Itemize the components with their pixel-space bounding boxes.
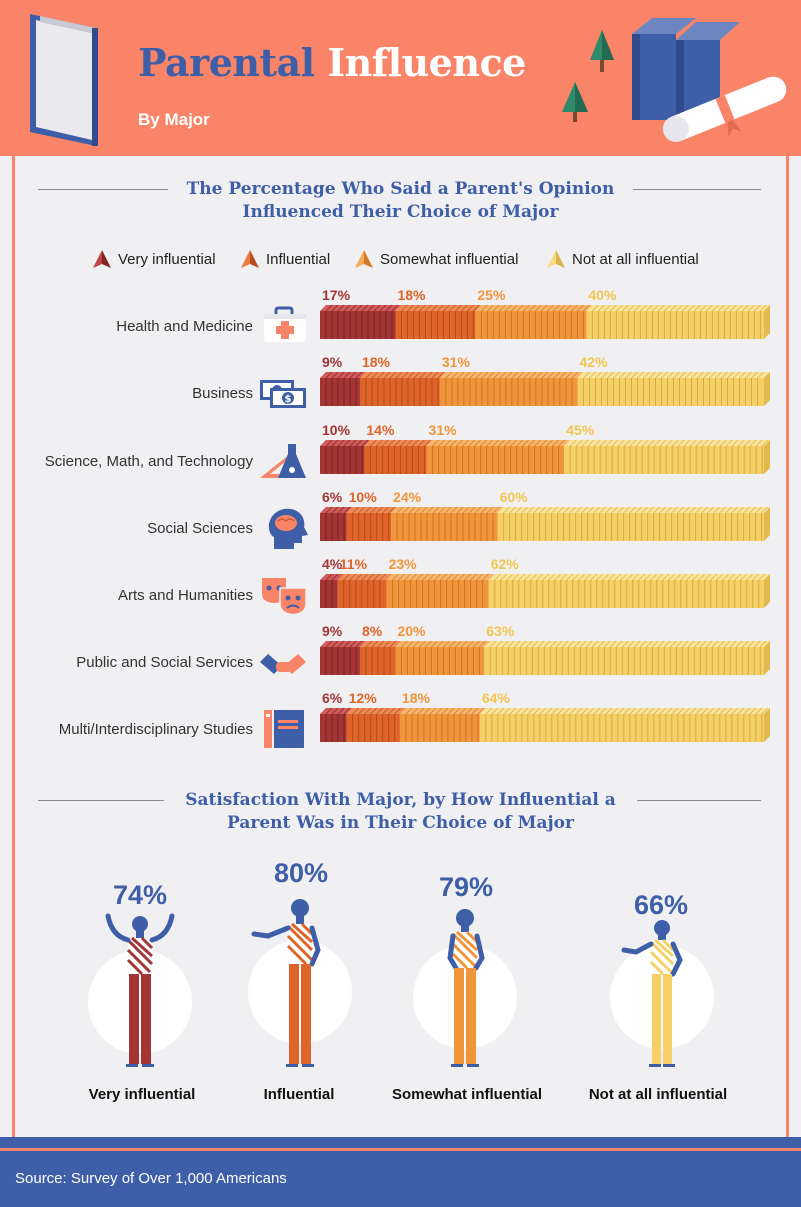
bar-value-label: 63% (486, 623, 515, 639)
bar-value-label: 8% (361, 623, 383, 639)
books-icon (264, 710, 304, 748)
ruler-flask-icon (260, 444, 306, 478)
bar-value-label: 23% (388, 556, 417, 572)
person-influential-icon (248, 899, 352, 1067)
bar-value-label: 24% (393, 489, 422, 505)
row-label: Health and Medicine (116, 318, 253, 335)
page-title: Parental Influence (138, 40, 526, 85)
bar-value-label: 18% (397, 287, 426, 303)
satisfaction-value: 74% (112, 880, 168, 910)
bar-value-label: 12% (348, 690, 377, 706)
bar-value-label: 6% (322, 690, 343, 706)
bar-value-label: 40% (588, 287, 617, 303)
legend-very-icon (93, 250, 111, 268)
legend-item-somewhat: Somewhat influential (354, 248, 518, 270)
bar-value-label: 18% (361, 354, 390, 370)
bar-value-label: 10% (348, 489, 377, 505)
row-label: Multi/Interdisciplinary Studies (58, 721, 253, 738)
legend-influential-icon (241, 250, 259, 268)
satisfaction-value: 79% (438, 872, 494, 902)
footer-accent-line (0, 1148, 801, 1151)
satisfaction-category: Not at all influential (588, 1086, 728, 1103)
satisfaction-figures (88, 899, 714, 1067)
divider-line (38, 189, 168, 190)
bar-value-label: 42% (579, 354, 608, 370)
bar-value-label: 17% (322, 287, 351, 303)
first-aid-kit-icon (264, 306, 306, 342)
satisfaction-value: 66% (633, 890, 689, 920)
satisfaction-category: Influential (263, 1086, 335, 1103)
page-subtitle: By Major (138, 110, 210, 129)
person-very-influential-icon (88, 913, 192, 1067)
book-icon (30, 14, 787, 146)
bar-value-label: 11% (339, 556, 367, 572)
satisfaction-category: Somewhat influential (391, 1086, 542, 1103)
bar-value-label: 9% (322, 623, 343, 639)
bar-value-label: 10% (322, 422, 351, 438)
legend-somewhat-icon (355, 250, 373, 268)
section2-heading: Satisfaction With Major, by How Influent… (185, 790, 616, 833)
money-icon: $ (260, 380, 306, 408)
legend-item-very: Very influential (92, 248, 216, 270)
legend-item-not: Not at all influential (546, 248, 699, 270)
row-label: Science, Math, and Technology (44, 453, 253, 470)
bar-value-label: 9% (322, 354, 343, 370)
theater-masks-icon (262, 578, 307, 616)
bar-value-label: 6% (322, 489, 343, 505)
divider-line (633, 189, 761, 190)
row-label: Business (192, 385, 253, 402)
chart-legend: Very influential Influential Somewhat in… (0, 248, 801, 270)
bar-value-label: 60% (499, 489, 528, 505)
bar-value-label: 62% (490, 556, 519, 572)
handshake-icon (260, 654, 306, 674)
bar-value-label: 64% (481, 690, 510, 706)
satisfaction-category: Very influential (88, 1086, 196, 1103)
person-somewhat-influential-icon (413, 909, 517, 1067)
bar-value-label: 14% (366, 422, 395, 438)
bar-value-label: 31% (441, 354, 470, 370)
row-label: Public and Social Services (76, 654, 253, 671)
bar-value-label: 20% (397, 623, 426, 639)
bar-value-label: 31% (428, 422, 457, 438)
legend-not-icon (547, 250, 565, 268)
bar-value-label: 25% (477, 287, 506, 303)
row-label: Social Sciences (147, 520, 253, 537)
satisfaction-value: 80% (273, 858, 329, 888)
bar-value-label: 4% (322, 556, 343, 572)
content-frame (12, 154, 789, 1139)
header-banner: Parental Influence By Major (0, 0, 801, 156)
svg-text:$: $ (285, 394, 292, 405)
row-label: Arts and Humanities (117, 587, 253, 604)
brain-head-icon (268, 508, 308, 549)
section1-heading: The Percentage Who Said a Parent's Opini… (186, 179, 615, 222)
person-not-influential-icon (610, 920, 714, 1067)
legend-item-influential: Influential (240, 248, 330, 270)
bar-value-label: 45% (566, 422, 595, 438)
bar-value-label: 18% (401, 690, 430, 706)
divider-line (637, 800, 761, 801)
divider-line (38, 800, 164, 801)
source-note: Source: Survey of Over 1,000 Americans (15, 1170, 287, 1187)
